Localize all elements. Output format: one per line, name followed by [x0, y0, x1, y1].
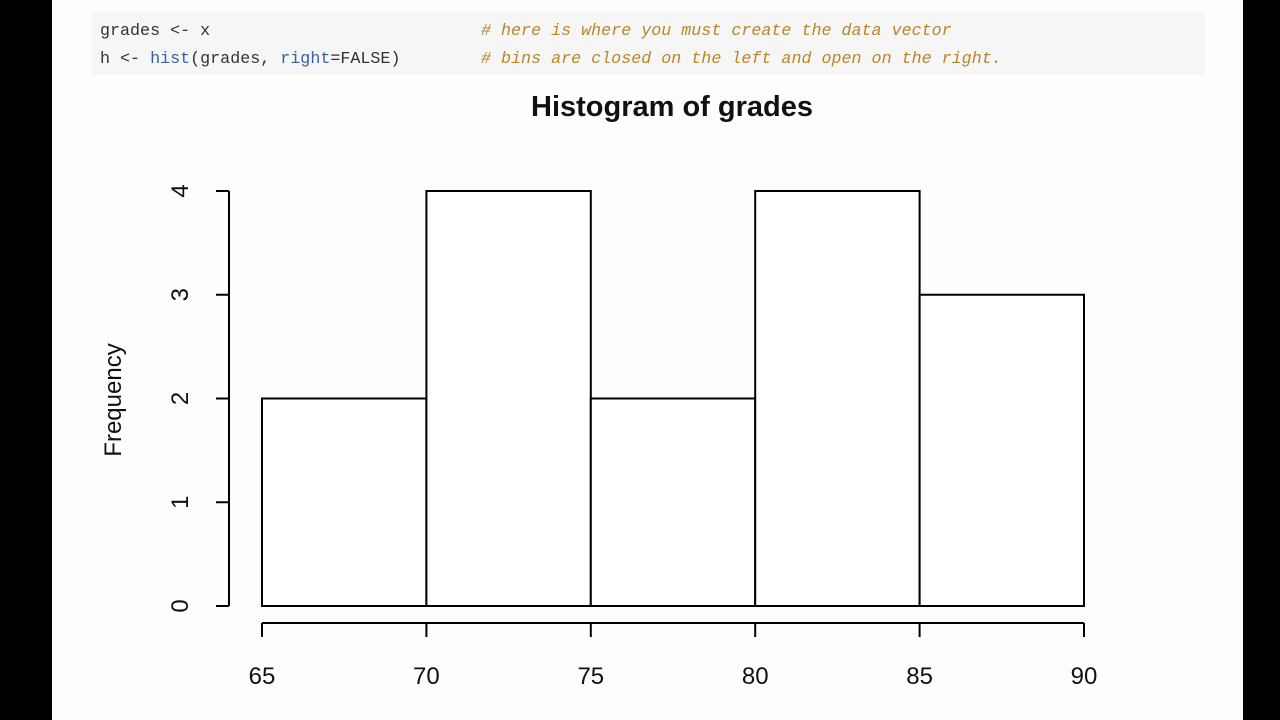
code-comment: # here is where you must create the data… [481, 22, 952, 41]
code-token: grades <- x [100, 22, 210, 41]
code-token: (grades, [190, 50, 280, 69]
y-tick-label: 4 [167, 184, 194, 197]
code-line: h <- hist(grades, right=FALSE) [100, 50, 400, 69]
x-tick-label: 85 [906, 663, 933, 690]
bar [589, 397, 757, 607]
x-tick-label: 75 [577, 663, 604, 690]
bar [918, 293, 1085, 607]
x-tick-label: 90 [1071, 663, 1098, 690]
code-token: hist [150, 50, 190, 69]
x-tick-label: 65 [249, 663, 276, 690]
code-comment: # bins are closed on the left and open o… [481, 50, 1002, 69]
code-line: grades <- x [100, 22, 210, 41]
code-token: h <- [100, 50, 150, 69]
x-tick-label: 70 [413, 663, 440, 690]
y-tick-label: 1 [167, 496, 194, 509]
x-tick-label: 80 [742, 663, 769, 690]
code-block [92, 12, 1205, 75]
y-tick-label: 0 [167, 599, 194, 612]
chart-title: Histogram of grades [531, 91, 813, 123]
y-tick-label: 3 [167, 288, 194, 301]
bar [425, 190, 592, 607]
plot: 0 1 2 3 4 65 70 75 80 85 90 [167, 184, 1097, 690]
bar [754, 190, 921, 607]
bar [261, 397, 428, 607]
y-tick-label: 2 [167, 392, 194, 405]
y-axis-label: Frequency [100, 343, 127, 456]
code-token: =FALSE) [330, 50, 400, 69]
code-token: right [280, 50, 330, 69]
